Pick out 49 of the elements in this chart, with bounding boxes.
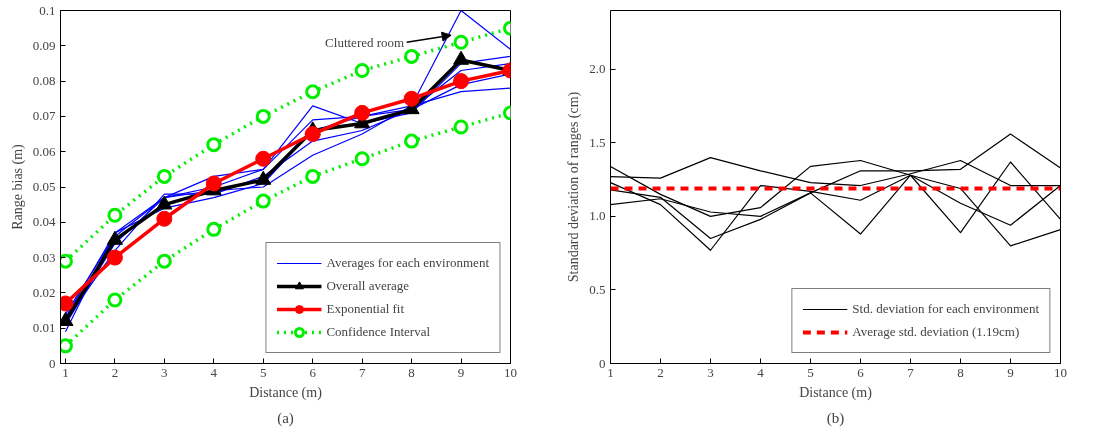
legend-label: Confidence Interval (326, 324, 431, 340)
annotation: Cluttered room (325, 34, 405, 50)
x-tick-label: 3 (161, 364, 168, 380)
x-tick-label: 8 (408, 364, 415, 380)
y-axis-title: Range bias (m) (9, 143, 26, 230)
y-tick-label: 0.02 (32, 284, 56, 300)
x-tick-label: 10 (504, 364, 517, 380)
x-tick-label: 10 (1054, 364, 1067, 380)
y-tick-label: 0.5 (589, 281, 606, 297)
x-tick-label: 9 (1007, 364, 1014, 380)
legend-label: Overall average (326, 278, 410, 294)
x-tick-label: 9 (457, 364, 465, 380)
x-tick-label: 1 (607, 364, 614, 380)
y-tick-label: 0.01 (32, 320, 56, 336)
x-axis-title: Distance (m) (249, 384, 323, 401)
y-tick-label: 0.1 (39, 2, 56, 18)
x-tick-label: 3 (707, 364, 714, 380)
x-axis-title: Distance (m) (799, 384, 873, 401)
legend-label: Average std. deviation (1.19cm) (852, 324, 1020, 340)
y-tick-label: 1.5 (589, 134, 606, 150)
x-tick-label: 1 (62, 364, 69, 380)
x-tick-label: 6 (309, 364, 317, 380)
y-tick-label: 0.05 (32, 179, 56, 194)
x-tick-label: 8 (957, 364, 964, 380)
y-tick-label: 0.04 (32, 214, 56, 230)
text: (a) (277, 409, 294, 427)
y-tick-label: 1.0 (589, 208, 606, 224)
y-axis-title: Standard deviation of ranges (cm) (566, 91, 583, 283)
y-tick-label: 0.09 (32, 37, 56, 53)
x-tick-label: 5 (260, 364, 267, 380)
x-tick-label: 2 (657, 364, 664, 380)
x-tick-label: 7 (907, 364, 915, 380)
legend-label: Averages for each environment (326, 255, 489, 271)
y-tick-label: 0.08 (32, 73, 56, 89)
x-tick-label: 4 (210, 364, 218, 380)
x-tick-label: 5 (807, 364, 814, 380)
text: (b) (826, 409, 845, 427)
x-tick-label: 2 (111, 364, 119, 380)
legend-label: Exponential fit (326, 301, 405, 317)
y-tick-label: 0.03 (32, 249, 56, 265)
y-tick-label: 0.06 (32, 143, 56, 159)
y-tick-label: 2.0 (589, 61, 606, 77)
x-tick-label: 4 (757, 364, 765, 380)
legend-label: Std. deviation for each environment (852, 301, 1039, 317)
y-tick-label: 0 (599, 355, 606, 371)
x-tick-label: 7 (358, 364, 366, 380)
y-tick-label: 0 (49, 355, 56, 371)
y-tick-label: 0.07 (32, 108, 56, 124)
x-tick-label: 6 (857, 364, 865, 380)
